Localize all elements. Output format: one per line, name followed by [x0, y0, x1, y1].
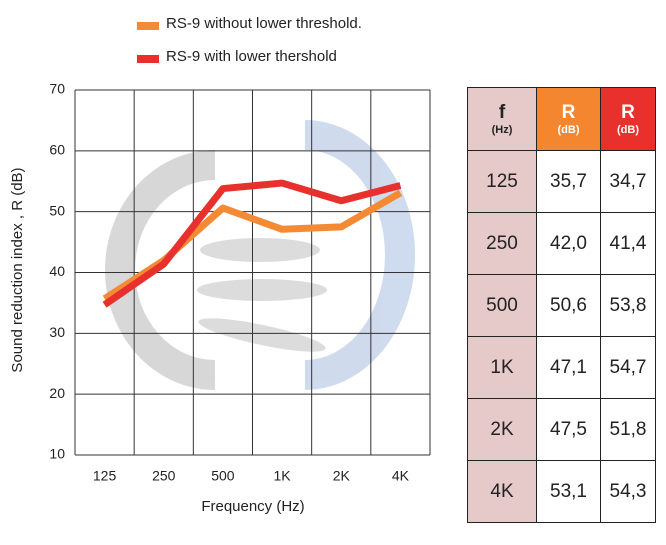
table-cell: 500 — [468, 275, 537, 337]
legend-label: RS-9 without lower threshold. — [166, 15, 362, 32]
table-cell: 47,1 — [537, 337, 601, 399]
table-cell: 250 — [468, 213, 537, 275]
y-tick-label: 40 — [49, 263, 65, 279]
background-logo — [105, 120, 415, 390]
x-tick-label: 2K — [333, 468, 351, 484]
y-tick-label: 70 — [49, 81, 65, 97]
header-cell: R(dB) — [601, 88, 656, 151]
header-unit: (Hz) — [468, 124, 536, 136]
header-cell: R(dB) — [537, 88, 601, 151]
x-axis-title: Frequency (Hz) — [201, 498, 304, 515]
table-cell: 2K — [468, 399, 537, 461]
x-tick-label: 250 — [152, 468, 176, 484]
x-tick-label: 125 — [93, 468, 117, 484]
x-tick-label: 4K — [392, 468, 410, 484]
legend-swatch — [137, 22, 159, 30]
x-tick-label: 1K — [274, 468, 292, 484]
header-main: R — [601, 102, 655, 124]
y-tick-label: 60 — [49, 142, 65, 158]
header-main: f — [468, 102, 536, 124]
legend-swatch — [137, 55, 159, 63]
table-cell: 4K — [468, 461, 537, 523]
header-cell: f(Hz) — [468, 88, 537, 151]
y-tick-label: 30 — [49, 324, 65, 340]
header-unit: (dB) — [537, 124, 600, 136]
table-header: f(Hz)R(dB)R(dB) — [468, 88, 656, 151]
table-cell: 125 — [468, 151, 537, 213]
table-cell: 50,6 — [537, 275, 601, 337]
table-cell: 34,7 — [601, 151, 656, 213]
header-main: R — [537, 102, 600, 124]
header-unit: (dB) — [601, 124, 655, 136]
table-cell: 35,7 — [537, 151, 601, 213]
table-cell: 51,8 — [601, 399, 656, 461]
page: {"chart_data": {"type": "line", "categor… — [0, 0, 666, 545]
table-cell: 54,7 — [601, 337, 656, 399]
table-cell: 42,0 — [537, 213, 601, 275]
table-cell: 1K — [468, 337, 537, 399]
y-tick-label: 10 — [49, 446, 65, 462]
table-cell: 54,3 — [601, 461, 656, 523]
table-cell: 53,1 — [537, 461, 601, 523]
x-tick-label: 500 — [211, 468, 235, 484]
y-tick-label: 20 — [49, 385, 65, 401]
table-cell: 47,5 — [537, 399, 601, 461]
table-cell: 41,4 — [601, 213, 656, 275]
y-axis-title: Sound reduction index , R (dB) — [9, 167, 26, 372]
table-cell: 53,8 — [601, 275, 656, 337]
legend-label: RS-9 with lower thershold — [166, 48, 337, 65]
y-tick-label: 50 — [49, 202, 65, 218]
